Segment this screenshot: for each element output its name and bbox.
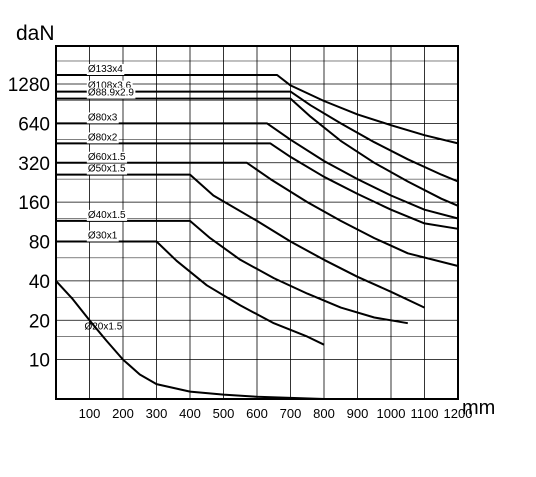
series-label: Ø80x3 xyxy=(88,112,118,123)
series-label-bg xyxy=(86,132,119,144)
series-line xyxy=(56,240,325,346)
series-line xyxy=(56,161,459,267)
y-tick-label: 320 xyxy=(18,154,50,175)
series-line xyxy=(56,74,459,145)
x-tick-label: 300 xyxy=(146,406,168,421)
series-label-bg xyxy=(86,209,128,221)
series-label: Ø108x3.6 xyxy=(88,81,132,92)
series-line xyxy=(56,90,459,183)
series-line xyxy=(56,122,459,220)
series-label-bg xyxy=(86,87,136,99)
series-label: Ø20x1.5 xyxy=(84,321,122,332)
series-label-bg xyxy=(86,112,119,124)
series-label-bg xyxy=(86,80,133,92)
x-tick-label: 1000 xyxy=(377,406,406,421)
series-line xyxy=(56,173,425,309)
y-tick-label: 160 xyxy=(18,193,50,214)
series-line xyxy=(55,280,325,400)
x-axis-ticks: 100 200 300 400 500 600 700 800 900 1000 1100 1200 xyxy=(79,406,473,421)
series-group xyxy=(55,74,459,400)
series-label: Ø133x4 xyxy=(88,64,123,75)
series-label: Ø50x1.5 xyxy=(88,164,126,175)
series-label: Ø40x1.5 xyxy=(88,210,126,221)
x-tick-label: 400 xyxy=(179,406,201,421)
series-line xyxy=(56,219,408,325)
y-tick-label: 1280 xyxy=(8,75,50,96)
x-tick-label: 1200 xyxy=(444,406,473,421)
x-tick-label: 1100 xyxy=(411,406,439,421)
x-tick-label: 800 xyxy=(313,406,335,421)
series-label: Ø60x1.5 xyxy=(88,152,126,163)
series-line xyxy=(56,142,459,230)
y-tick-label: 80 xyxy=(29,233,50,254)
x-tick-label: 900 xyxy=(347,406,369,421)
y-tick-label: 10 xyxy=(29,351,50,372)
x-axis-label: mm xyxy=(462,397,495,419)
series-label: Ø30x1 xyxy=(88,231,118,242)
series-label-bg xyxy=(86,163,128,175)
y-tick-label: 640 xyxy=(18,114,50,135)
y-axis-ticks: 10 20 40 80 160 320 640 1280 xyxy=(8,75,50,372)
x-tick-label: 500 xyxy=(213,406,235,421)
series-line xyxy=(56,97,459,207)
series-label-bg xyxy=(86,230,119,242)
x-tick-label: 700 xyxy=(280,406,302,421)
plot-frame xyxy=(55,45,459,400)
y-axis-label: daN xyxy=(16,22,55,45)
series-label-bg xyxy=(86,151,128,163)
y-tick-label: 20 xyxy=(29,311,50,332)
x-tick-label: 600 xyxy=(246,406,268,421)
series-label: Ø80x2 xyxy=(88,132,118,143)
x-tick-label: 100 xyxy=(79,406,101,421)
y-tick-label: 40 xyxy=(29,272,50,293)
series-label: Ø88.9x2.9 xyxy=(88,88,135,99)
series-label-bg xyxy=(86,64,125,76)
x-tick-label: 200 xyxy=(112,406,134,421)
